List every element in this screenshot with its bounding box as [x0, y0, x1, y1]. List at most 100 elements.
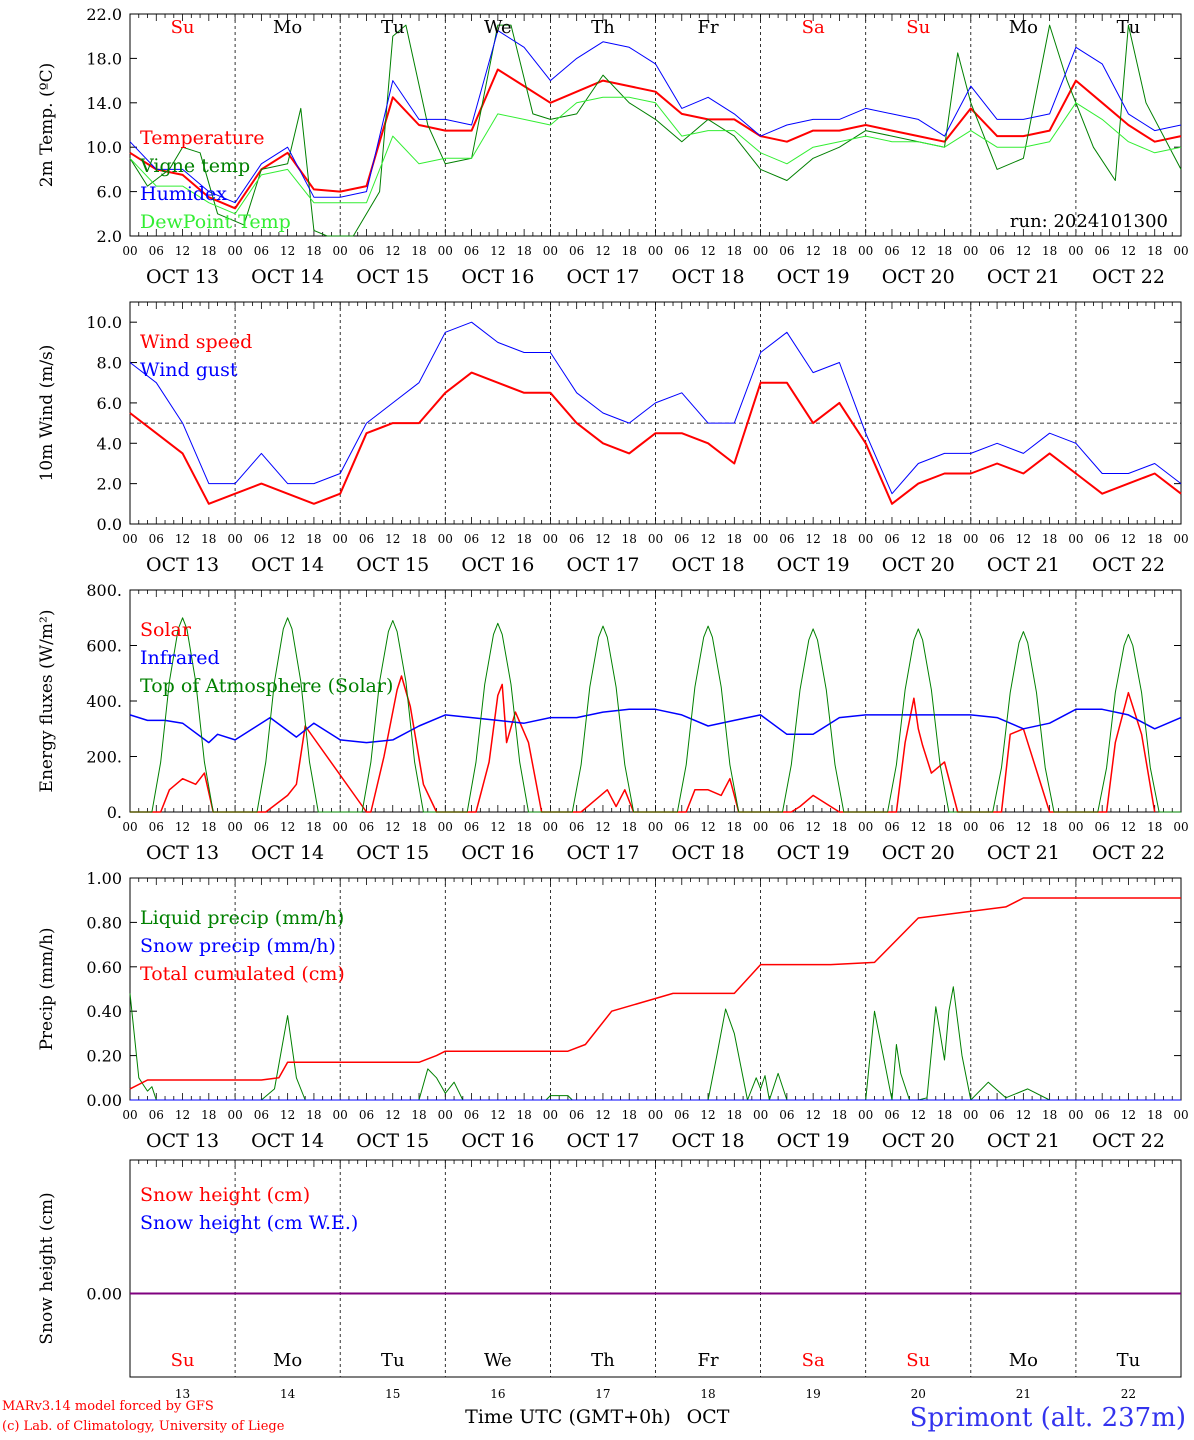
date-label: OCT 13: [146, 1130, 219, 1152]
date-label: OCT 16: [461, 554, 534, 576]
day-name-bottom: Tu: [381, 1350, 405, 1371]
hour-tick-label: 18: [727, 532, 742, 546]
date-label: OCT 16: [461, 266, 534, 288]
series-line-dewpoint-temp: [129, 96, 1182, 215]
hour-tick-label: 06: [779, 244, 794, 258]
hour-tick-label: 18: [832, 244, 847, 258]
y-tick-label: 600.: [86, 637, 122, 656]
day-number: 20: [911, 1387, 926, 1401]
legend-entry: Vigne temp: [139, 155, 250, 177]
hour-tick-label: 06: [464, 1108, 479, 1122]
y-axis-label: 10m Wind (m/s): [37, 345, 57, 482]
hour-tick-label: 18: [516, 820, 531, 834]
hour-tick-label: 00: [858, 820, 873, 834]
hour-tick-label: 12: [806, 532, 821, 546]
hour-tick-label: 06: [254, 532, 269, 546]
hour-tick-label: 18: [622, 532, 637, 546]
hour-tick-label: 00: [122, 820, 137, 834]
hour-tick-label: 06: [779, 532, 794, 546]
0-y-axis: 2.0 6.0 10.0 14.0 18.0 22.0: [86, 5, 1181, 246]
hour-tick-label: 00: [543, 1108, 558, 1122]
hour-tick-label: 12: [490, 244, 505, 258]
day-number: 15: [385, 1387, 400, 1401]
hour-tick-label: 18: [516, 244, 531, 258]
legend-entry: Top of Atmosphere (Solar): [140, 675, 393, 697]
legend-entry: DewPoint Temp: [140, 211, 291, 233]
hour-tick-label: 06: [674, 820, 689, 834]
day-name-top: Fr: [698, 17, 719, 38]
hour-tick-label: 12: [1121, 244, 1136, 258]
hour-tick-label: 00: [543, 244, 558, 258]
station-name: Sprimont (alt. 237m): [909, 1403, 1186, 1433]
y-tick-label: 22.0: [86, 5, 122, 24]
hour-tick-label: 00: [963, 532, 978, 546]
date-label: OCT 20: [882, 554, 955, 576]
hour-tick-label: 00: [438, 1108, 453, 1122]
y-tick-label: 14.0: [86, 94, 122, 113]
hour-tick-label: 18: [411, 532, 426, 546]
hour-tick-label: 06: [1095, 244, 1110, 258]
hour-tick-label: 18: [622, 1108, 637, 1122]
day-number: 18: [700, 1387, 715, 1401]
hour-tick-label: 06: [884, 1108, 899, 1122]
hour-tick-label: 06: [359, 1108, 374, 1122]
panel-frame: 00 06 12 18 00 06 12 18 00 06 12 18 00 06 12 18 00 06 12 18…: [122, 589, 1189, 864]
hour-tick-label: 12: [1016, 1108, 1031, 1122]
day-name-bottom: Tu: [1117, 1350, 1141, 1371]
hour-tick-label: 06: [149, 1108, 164, 1122]
hour-tick-label: 06: [1095, 1108, 1110, 1122]
hour-tick-label: 12: [490, 820, 505, 834]
legend-entry: Snow precip (mm/h): [140, 935, 336, 957]
hour-tick-label: 12: [700, 244, 715, 258]
y-tick-label: 4.0: [97, 434, 122, 453]
hour-tick-label: 00: [543, 820, 558, 834]
hour-tick-label: 18: [306, 244, 321, 258]
hour-tick-label: 00: [1173, 820, 1188, 834]
hour-tick-label: 00: [227, 1108, 242, 1122]
y-tick-label: 0.00: [86, 1091, 122, 1110]
hour-tick-label: 06: [254, 244, 269, 258]
legend-entry: Wind gust: [140, 359, 238, 381]
hour-tick-label: 12: [1016, 532, 1031, 546]
date-label: OCT 14: [251, 842, 324, 864]
day-name-top: Mo: [273, 17, 302, 38]
hour-tick-label: 00: [333, 1108, 348, 1122]
date-label: OCT 18: [672, 842, 745, 864]
hour-tick-label: 18: [411, 1108, 426, 1122]
hour-tick-label: 12: [385, 820, 400, 834]
hour-tick-label: 06: [1095, 820, 1110, 834]
hour-tick-label: 00: [753, 532, 768, 546]
hour-tick-label: 00: [648, 532, 663, 546]
hour-tick-label: 00: [122, 244, 137, 258]
date-label: OCT 21: [987, 1130, 1060, 1152]
hour-tick-label: 18: [832, 532, 847, 546]
hour-tick-label: 00: [648, 1108, 663, 1122]
hour-tick-label: 12: [595, 1108, 610, 1122]
y-tick-label: 8.0: [97, 354, 122, 373]
legend-entry: Infrared: [140, 647, 220, 669]
y-tick-label: 0.60: [86, 958, 122, 977]
hour-tick-label: 12: [280, 244, 295, 258]
series-line-top-of-atmosphere-solar: [130, 617, 1181, 813]
hour-tick-label: 18: [622, 820, 637, 834]
date-label: OCT 14: [251, 266, 324, 288]
date-label: OCT 19: [777, 554, 850, 576]
date-label: OCT 15: [356, 842, 429, 864]
date-label: OCT 17: [566, 266, 639, 288]
hour-tick-label: 06: [884, 820, 899, 834]
legend-entry: Total cumulated (cm): [140, 963, 345, 985]
hour-tick-label: 12: [385, 532, 400, 546]
day-number: 17: [595, 1387, 610, 1401]
y-tick-label: 0.00: [86, 1285, 122, 1304]
hour-tick-label: 06: [989, 532, 1004, 546]
hour-tick-label: 12: [595, 820, 610, 834]
hour-tick-label: 12: [700, 1108, 715, 1122]
day-name-bottom: Su: [906, 1350, 930, 1371]
series-line-temperature: [129, 68, 1182, 210]
y-tick-label: 800.: [86, 581, 122, 600]
hour-tick-label: 06: [464, 244, 479, 258]
legend-entry: Liquid precip (mm/h): [140, 907, 344, 929]
hour-tick-label: 00: [753, 244, 768, 258]
date-label: OCT 20: [882, 842, 955, 864]
y-tick-label: 0.40: [86, 1002, 122, 1021]
